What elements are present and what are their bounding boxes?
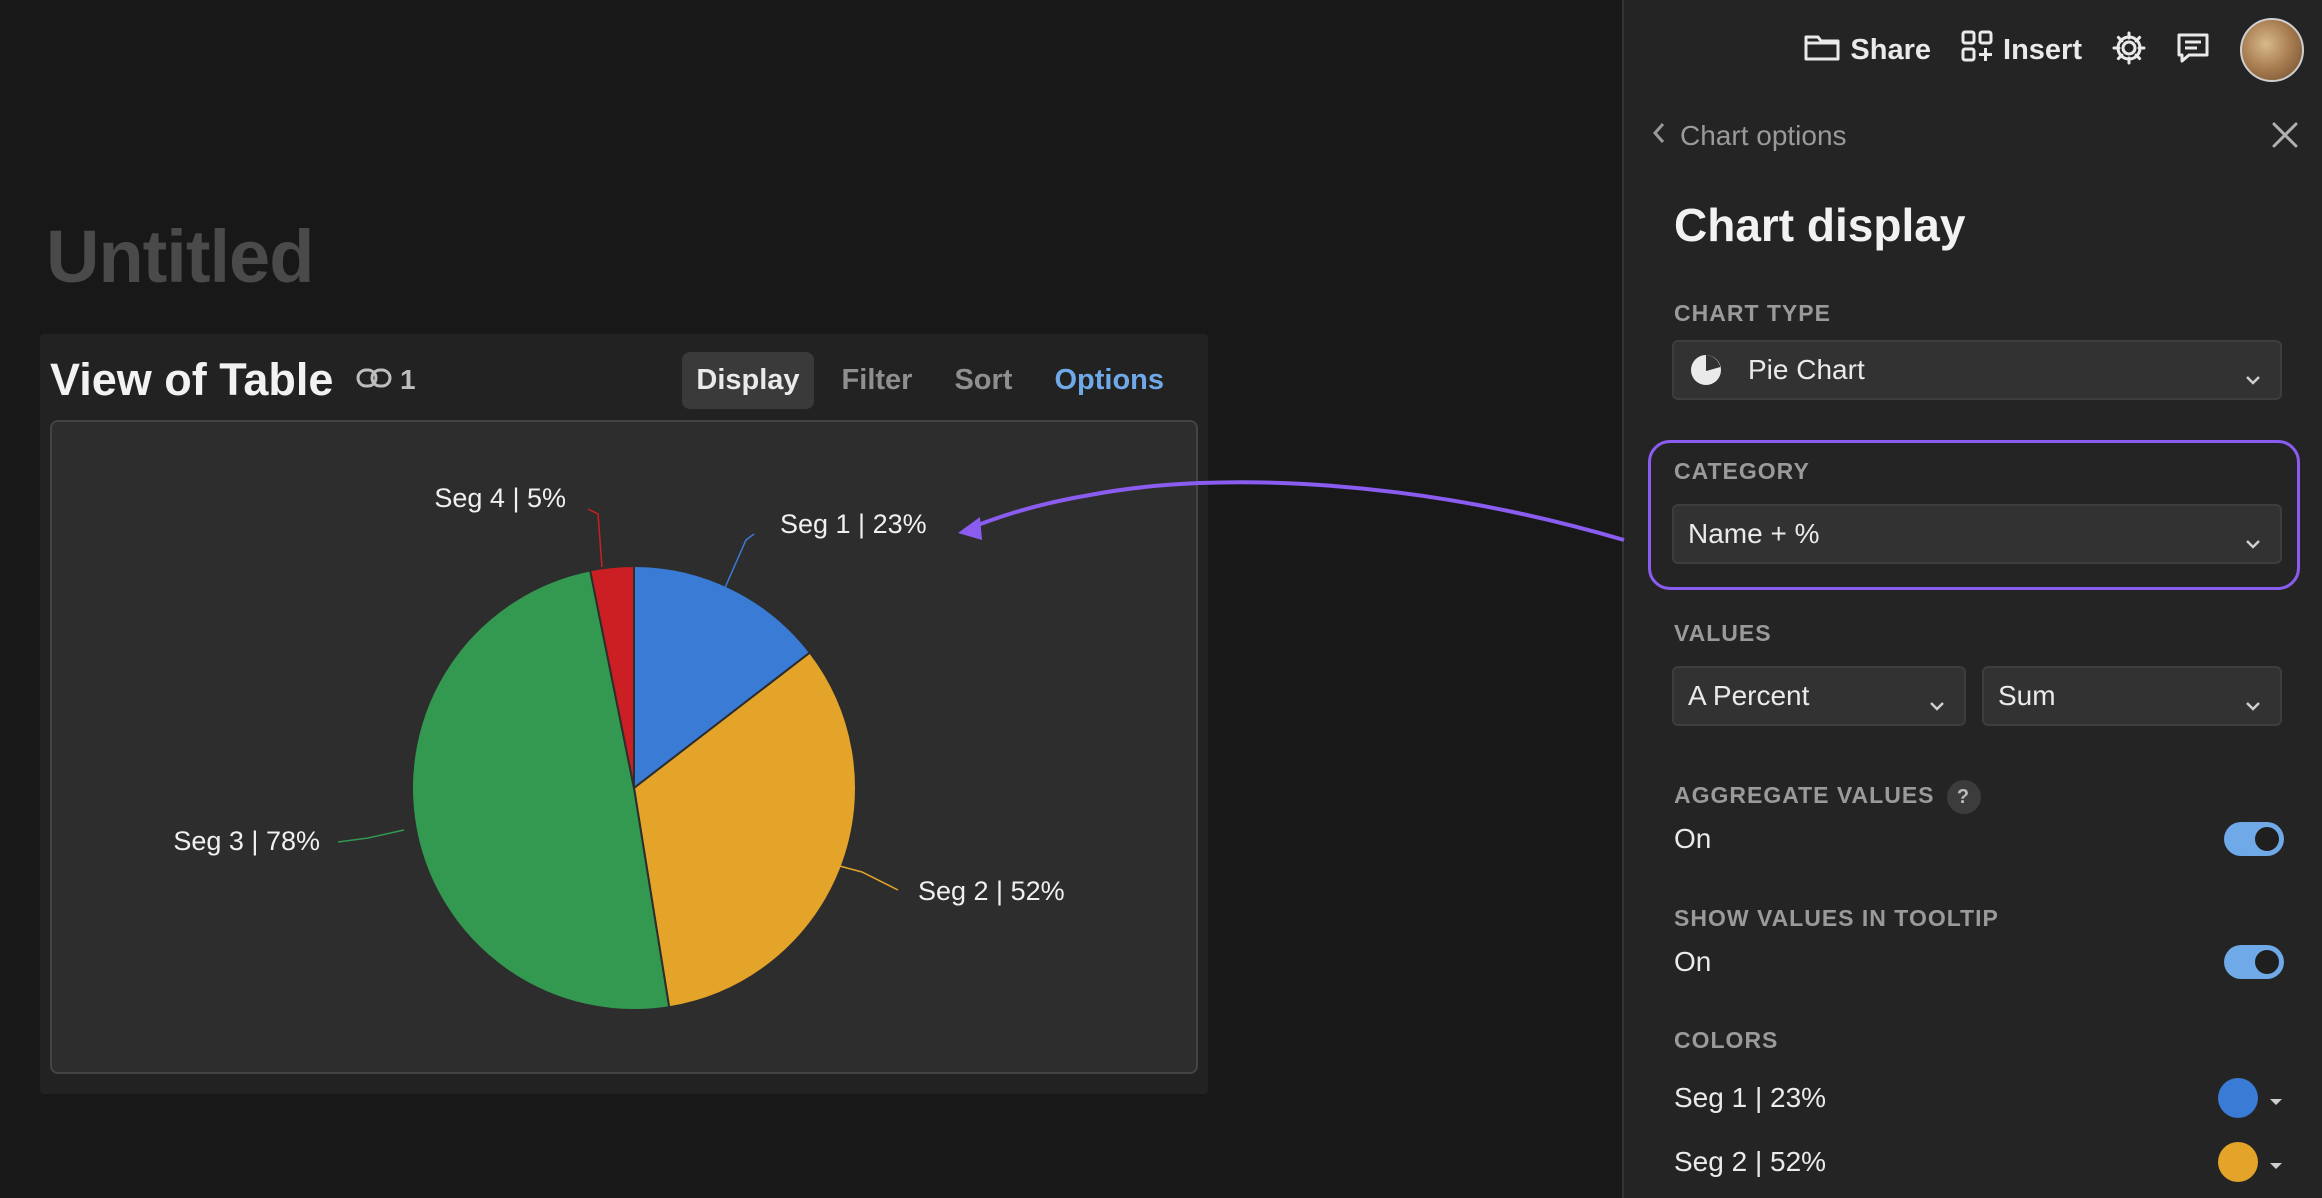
color-item-label: Seg 1 | 23% <box>1674 1082 1827 1113</box>
pie-slice[interactable] <box>633 564 812 791</box>
pie-slice-label: Seg 4 | 5% <box>434 483 566 513</box>
tooltip-row: On <box>1674 945 2284 979</box>
pie-slice-label: Seg 2 | 52% <box>918 876 1065 906</box>
link-icon <box>356 364 392 396</box>
tab-options[interactable]: Options <box>1054 364 1164 396</box>
color-picker[interactable] <box>2218 1078 2284 1118</box>
category-value: Name + % <box>1688 518 1820 549</box>
chart-type-select[interactable]: Pie Chart <box>1672 340 2282 400</box>
share-button[interactable]: Share <box>1804 31 1931 69</box>
caret-down-icon <box>2268 1082 2284 1114</box>
pie-slice[interactable] <box>411 569 671 1011</box>
pie-chart-icon <box>1688 352 1724 388</box>
pie-chart: Seg 1 | 23% Seg 2 | 52% Seg 3 | 78% Seg 4 |… <box>173 483 1065 1011</box>
color-swatch[interactable] <box>2218 1078 2258 1118</box>
color-item-label: Seg 2 | 52% <box>1674 1146 1827 1177</box>
link-count-value: 1 <box>400 364 416 395</box>
aggregate-values-row: On <box>1674 822 2284 856</box>
help-icon[interactable]: ? <box>1946 780 1981 814</box>
tab-filter[interactable]: Filter <box>841 364 913 396</box>
tooltip-state: On <box>1674 946 1712 977</box>
aggregation-select[interactable]: Sum <box>1982 666 2282 726</box>
color-row: Seg 2 | 52% <box>1674 1142 2284 1182</box>
chevron-down-icon <box>2244 526 2262 558</box>
linked-count[interactable]: 1 <box>356 364 416 396</box>
category-highlight <box>1648 440 2300 590</box>
values-label: VALUES <box>1674 620 1772 646</box>
chevron-left-icon <box>1652 120 1666 152</box>
pie-leader-line <box>337 829 405 843</box>
table-view-block: View of Table 1 Display Filter Sort Opti… <box>40 334 1208 1094</box>
aggregate-values-label: AGGREGATE VALUES? <box>1674 780 1981 814</box>
gear-icon[interactable] <box>2112 31 2146 70</box>
pie-leader-line <box>587 508 603 568</box>
chevron-down-icon <box>2244 362 2262 394</box>
chevron-down-icon <box>1928 688 1946 720</box>
tooltip-toggle[interactable] <box>2224 945 2284 979</box>
aggregate-values-text: AGGREGATE VALUES <box>1674 782 1935 809</box>
aggregate-values-state: On <box>1674 823 1712 854</box>
close-icon[interactable] <box>2268 118 2302 157</box>
pie-slice[interactable] <box>588 564 635 789</box>
caret-down-icon <box>2268 1146 2284 1178</box>
colors-label: COLORS <box>1674 1027 1779 1053</box>
view-tabs: Display Filter Sort Options <box>682 352 1178 409</box>
chart-options-panel: Share Insert Chart options Chart display… <box>1622 0 2322 1198</box>
color-row: Seg 1 | 23% <box>1674 1078 2284 1118</box>
chart-frame: Seg 1 | 23% Seg 2 | 52% Seg 3 | 78% Seg 4 |… <box>50 420 1198 1074</box>
top-toolbar: Share Insert <box>1804 18 2304 82</box>
comment-icon[interactable] <box>2176 32 2210 69</box>
aggregation-value: Sum <box>1998 680 2056 711</box>
panel-title: Chart display <box>1674 199 1966 251</box>
values-field-select[interactable]: A Percent <box>1672 666 1966 726</box>
tooltip-label: SHOW VALUES IN TOOLTIP <box>1674 905 1999 931</box>
category-select[interactable]: Name + % <box>1672 504 2282 564</box>
tab-sort[interactable]: Sort <box>954 364 1013 396</box>
insert-button[interactable]: Insert <box>1961 30 2082 70</box>
values-field-value: A Percent <box>1688 680 1810 711</box>
pie-leader-line <box>723 533 755 591</box>
chart-type-value: Pie Chart <box>1748 354 1865 385</box>
aggregate-values-toggle[interactable] <box>2224 822 2284 856</box>
page-title[interactable]: Untitled <box>46 215 314 298</box>
insert-label: Insert <box>2003 33 2082 66</box>
tab-display[interactable]: Display <box>682 352 814 409</box>
grid-plus-icon <box>1961 30 1993 70</box>
color-picker[interactable] <box>2218 1142 2284 1182</box>
back-to-chart-options[interactable]: Chart options <box>1652 120 1847 152</box>
pie-slice[interactable] <box>632 651 857 1009</box>
view-title[interactable]: View of Table <box>50 354 334 405</box>
document-area: Untitled View of Table 1 Display Filter … <box>40 215 1208 1094</box>
chart-type-label: CHART TYPE <box>1674 300 1831 326</box>
category-label: CATEGORY <box>1674 458 1810 484</box>
back-label: Chart options <box>1680 120 1847 151</box>
pie-slice-label: Seg 3 | 78% <box>173 826 320 856</box>
pie-slice-label: Seg 1 | 23% <box>780 509 927 539</box>
pie-leader-line <box>831 863 899 891</box>
share-label: Share <box>1850 33 1932 66</box>
folder-icon <box>1804 31 1840 69</box>
color-swatch[interactable] <box>2218 1142 2258 1182</box>
avatar[interactable] <box>2240 18 2304 82</box>
chevron-down-icon <box>2244 688 2262 720</box>
